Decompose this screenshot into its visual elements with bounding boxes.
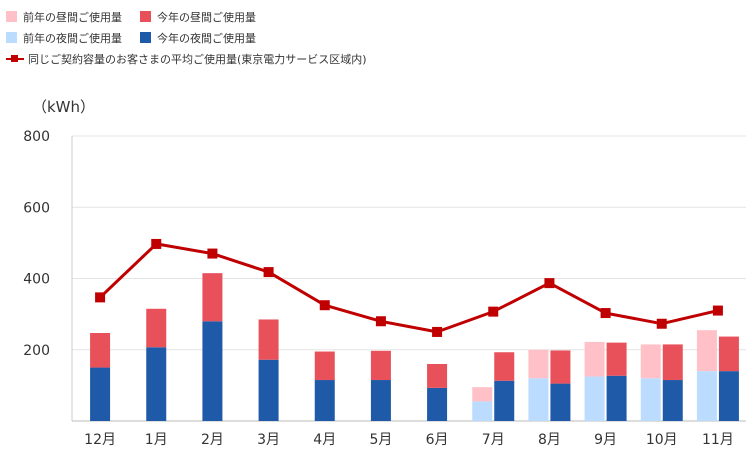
cur-day-bar bbox=[258, 319, 279, 360]
prev-day-bar bbox=[584, 341, 605, 377]
legend-swatch-cur-night bbox=[140, 32, 151, 43]
legend-item-prev-day: 前年の昼間ご使用量 bbox=[6, 9, 122, 25]
avg-point bbox=[712, 305, 723, 316]
prev-day-bar bbox=[528, 349, 549, 379]
avg-point bbox=[207, 248, 218, 259]
avg-point bbox=[319, 300, 330, 311]
avg-point bbox=[544, 278, 555, 289]
cur-day-bar bbox=[90, 333, 111, 368]
cur-night-bar bbox=[662, 380, 683, 421]
y-axis-ticks: 200 400 600 800 bbox=[23, 129, 50, 359]
cur-day-bar bbox=[606, 342, 627, 376]
cur-day-bar bbox=[550, 350, 571, 384]
avg-point bbox=[95, 292, 106, 303]
prev-night-bar bbox=[584, 376, 605, 421]
legend-item-cur-day: 今年の昼間ご使用量 bbox=[140, 9, 256, 25]
cur-day-bar bbox=[202, 273, 223, 322]
legend-swatch-prev-night bbox=[6, 32, 17, 43]
prev-day-bar bbox=[696, 330, 717, 372]
x-tick-label: 2月 bbox=[201, 432, 224, 448]
cur-day-bar bbox=[314, 351, 335, 381]
avg-polyline bbox=[99, 242, 719, 334]
cur-night-bar bbox=[494, 380, 515, 421]
avg-point bbox=[375, 316, 386, 327]
grid bbox=[71, 135, 746, 422]
x-tick-label: 4月 bbox=[313, 432, 336, 448]
x-tick-label: 1月 bbox=[145, 432, 168, 448]
bars bbox=[90, 273, 739, 421]
prev-night-bar bbox=[528, 378, 549, 421]
cur-night-bar bbox=[606, 375, 627, 421]
cur-day-bar bbox=[146, 308, 167, 348]
legend-item-prev-night: 前年の夜間ご使用量 bbox=[6, 30, 122, 46]
legend-label-prev-day: 前年の昼間ご使用量 bbox=[23, 10, 122, 24]
x-tick-label: 6月 bbox=[426, 432, 449, 448]
prev-night-bar bbox=[696, 371, 717, 421]
prev-night-bar bbox=[472, 401, 493, 421]
avg-point bbox=[656, 318, 667, 329]
x-axis-ticks: 12月 1月 2月 3月 4月 5月 6月 7月 8月 9月 10月 11月 bbox=[84, 432, 734, 448]
legend-label-cur-day: 今年の昼間ご使用量 bbox=[157, 10, 256, 24]
cur-night-bar bbox=[427, 387, 448, 421]
cur-night-bar bbox=[258, 359, 279, 421]
cur-day-bar bbox=[494, 352, 515, 381]
x-tick-label: 9月 bbox=[594, 432, 617, 448]
legend-swatch-cur-day bbox=[140, 11, 151, 22]
avg-point bbox=[600, 308, 611, 319]
legend-swatch-avg bbox=[6, 53, 24, 64]
cur-night-bar bbox=[550, 383, 571, 421]
legend-item-avg: 同じご契約容量のお客さまの平均ご使用量(東京電力サービス区域内) bbox=[6, 51, 367, 67]
x-tick-label: 7月 bbox=[482, 432, 505, 448]
x-tick-label: 8月 bbox=[538, 432, 561, 448]
y-tick-label: 400 bbox=[23, 272, 50, 288]
cur-night-bar bbox=[718, 371, 739, 421]
cur-day-bar bbox=[718, 336, 739, 372]
x-tick-label: 11月 bbox=[702, 432, 734, 448]
cur-day-bar bbox=[662, 344, 683, 381]
legend: 前年の昼間ご使用量 今年の昼間ご使用量 前年の夜間ご使用量 今年の夜間ご使用量 … bbox=[6, 6, 385, 69]
x-tick-label: 5月 bbox=[369, 432, 392, 448]
avg-point bbox=[488, 306, 499, 317]
avg-line bbox=[95, 238, 723, 337]
legend-label-avg: 同じご契約容量のお客さまの平均ご使用量(東京電力サービス区域内) bbox=[28, 52, 367, 66]
avg-point bbox=[263, 267, 274, 278]
avg-point bbox=[151, 238, 162, 249]
y-tick-label: 200 bbox=[23, 343, 50, 359]
avg-point bbox=[432, 326, 443, 337]
legend-swatch-prev-day bbox=[6, 11, 17, 22]
legend-label-cur-night: 今年の夜間ご使用量 bbox=[157, 31, 256, 45]
prev-night-bar bbox=[640, 378, 661, 421]
cur-night-bar bbox=[314, 380, 335, 421]
y-axis-unit: （kWh） bbox=[32, 98, 96, 116]
legend-item-cur-night: 今年の夜間ご使用量 bbox=[140, 30, 256, 46]
cur-day-bar bbox=[427, 364, 448, 388]
y-tick-label: 600 bbox=[23, 200, 50, 216]
cur-night-bar bbox=[90, 367, 111, 421]
x-tick-label: 12月 bbox=[84, 432, 116, 448]
x-tick-label: 3月 bbox=[257, 432, 280, 448]
cur-day-bar bbox=[370, 350, 391, 381]
prev-day-bar bbox=[640, 344, 661, 379]
cur-night-bar bbox=[370, 380, 391, 421]
prev-day-bar bbox=[472, 387, 493, 402]
cur-night-bar bbox=[146, 347, 167, 421]
cur-night-bar bbox=[202, 321, 223, 421]
legend-label-prev-night: 前年の夜間ご使用量 bbox=[23, 31, 122, 45]
y-tick-label: 800 bbox=[23, 129, 50, 145]
x-tick-label: 10月 bbox=[646, 432, 678, 448]
